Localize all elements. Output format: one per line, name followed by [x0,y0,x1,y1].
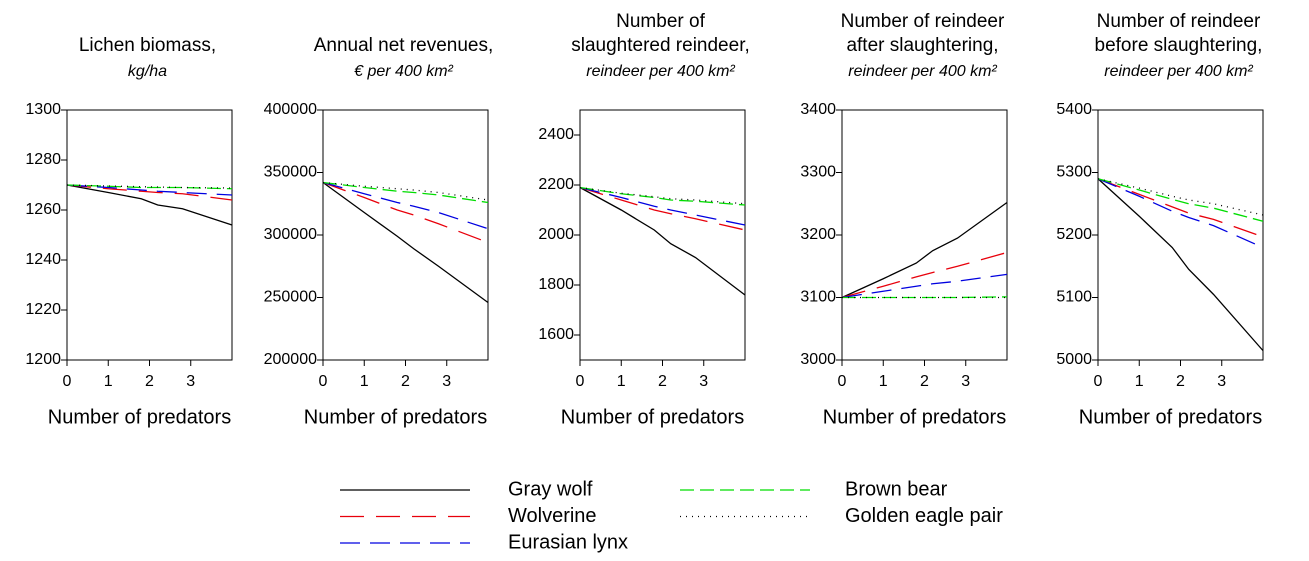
x-tick-label: 1 [360,373,369,390]
x-tick-label: 3 [961,373,970,390]
y-tick-label: 1200 [25,351,61,368]
x-tick-label: 2 [401,373,410,390]
legend-label: Eurasian lynx [508,531,628,553]
chart-subtitle: reindeer per 400 km² [1104,63,1253,80]
chart-title: slaughtered reindeer, [571,35,750,56]
y-tick-label: 350000 [264,164,317,181]
y-tick-label: 1600 [538,326,574,343]
legend-label: Wolverine [508,505,597,527]
data-line [66,184,233,190]
x-tick-label: 0 [576,373,585,390]
x-axis-label: Number of predators [823,406,1006,428]
data-line [322,181,489,230]
plot-frame [322,109,489,361]
y-tick-label: 1800 [538,276,574,293]
data-line [322,181,489,304]
legend-label: Golden eagle pair [845,505,1003,527]
y-tick-label: 3400 [800,101,836,118]
y-tick-label: 3000 [800,351,836,368]
y-tick-label: 5300 [1056,164,1092,181]
y-tick-label: 2400 [538,126,574,143]
x-axis-label: Number of predators [1079,406,1262,428]
y-tick-label: 3100 [800,289,836,306]
x-axis-label: Number of predators [304,406,487,428]
legend-label: Brown bear [845,478,948,500]
x-tick-label: 0 [1094,373,1103,390]
data-line [66,184,233,196]
y-tick-label: 1280 [25,151,61,168]
data-line [841,273,1008,299]
x-tick-label: 3 [442,373,451,390]
y-tick-label: 5000 [1056,351,1092,368]
chart-title: Number of reindeer [1097,11,1261,32]
chart-subtitle: reindeer per 400 km² [848,63,997,80]
x-axis-label: Number of predators [561,406,744,428]
data-line [579,186,746,226]
plot-frame [841,109,1008,361]
y-tick-label: 1240 [25,251,61,268]
plot-frame [579,109,746,361]
y-tick-label: 5400 [1056,101,1092,118]
data-line [579,186,746,206]
data-line [579,186,746,231]
data-line [66,184,233,226]
y-tick-label: 3300 [800,164,836,181]
x-tick-label: 3 [699,373,708,390]
x-tick-label: 3 [1217,373,1226,390]
x-tick-label: 2 [1176,373,1185,390]
data-line [1097,178,1264,222]
data-line [1097,178,1264,238]
y-tick-label: 5200 [1056,226,1092,243]
x-tick-label: 2 [920,373,929,390]
x-tick-label: 1 [879,373,888,390]
x-tick-label: 3 [186,373,195,390]
chart-subtitle: kg/ha [128,63,167,80]
x-axis-label: Number of predators [48,406,231,428]
y-tick-label: 1300 [25,101,61,118]
data-line [1097,178,1264,249]
x-tick-label: 2 [658,373,667,390]
chart-subtitle: reindeer per 400 km² [586,63,735,80]
chart-title: Annual net revenues, [314,35,494,56]
data-line [66,184,233,201]
x-tick-label: 2 [145,373,154,390]
y-tick-label: 2200 [538,176,574,193]
x-tick-label: 1 [617,373,626,390]
y-tick-label: 1260 [25,201,61,218]
data-line [842,296,1008,299]
y-tick-label: 3200 [800,226,836,243]
y-tick-label: 1220 [25,301,61,318]
chart-title: Number of reindeer [841,11,1005,32]
y-tick-label: 400000 [264,101,317,118]
chart-title: after slaughtering, [846,35,998,56]
data-line [1097,178,1264,352]
x-tick-label: 0 [63,373,72,390]
data-line [1097,178,1264,216]
x-tick-label: 0 [319,373,328,390]
data-line [322,181,489,244]
data-line [841,251,1008,299]
legend-label: Gray wolf [508,478,593,500]
chart-title: Lichen biomass, [79,35,216,56]
y-tick-label: 300000 [264,226,317,243]
y-tick-label: 5100 [1056,289,1092,306]
y-tick-label: 200000 [264,351,317,368]
x-tick-label: 1 [1135,373,1144,390]
x-tick-label: 1 [104,373,113,390]
x-tick-label: 0 [838,373,847,390]
chart-title: before slaughtering, [1095,35,1263,56]
plot-frame [66,109,233,361]
chart-title: Number of [616,11,705,32]
data-line [841,201,1008,299]
y-tick-label: 2000 [538,226,574,243]
chart-subtitle: € per 400 km² [354,63,453,80]
data-line [579,186,746,296]
y-tick-label: 250000 [264,289,317,306]
data-line [322,181,489,204]
